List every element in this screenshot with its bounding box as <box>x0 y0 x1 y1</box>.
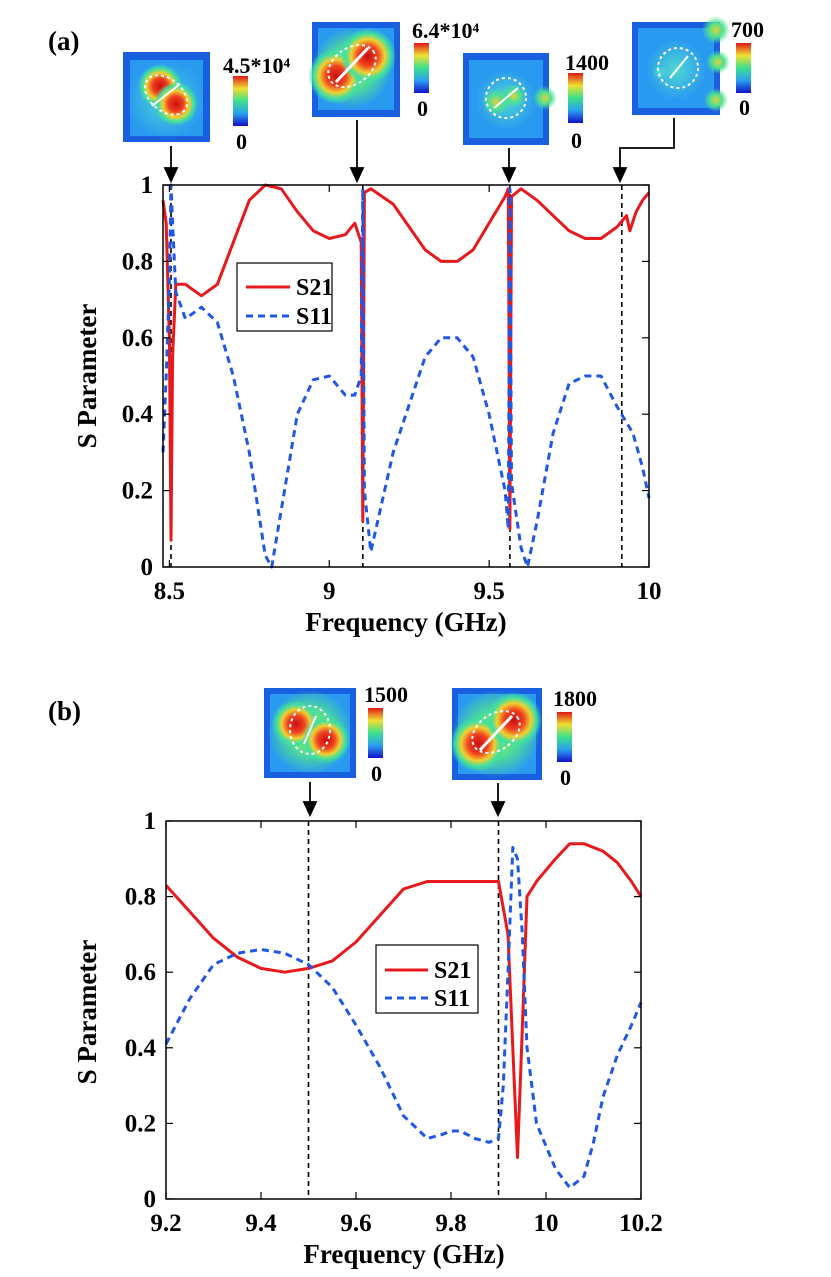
inset-b1 <box>264 688 356 778</box>
inset-a3 <box>463 53 557 145</box>
chart-a-series-s21 <box>161 183 651 542</box>
inset-a1 <box>123 52 210 142</box>
chart-a-ytick-label: 0.2 <box>122 478 153 505</box>
chart-a-xtick-label: 8.5 <box>154 578 185 605</box>
chart-b-series-s11 <box>164 846 643 1190</box>
arrow-b1 <box>302 782 318 818</box>
chart-b-ylabel: S Parameter <box>72 940 102 1085</box>
colorbar-b2-max: 1800 <box>553 686 597 711</box>
chart-a-legend: S21 S11 <box>236 262 333 332</box>
inset-a2 <box>308 22 400 117</box>
chart-a-ticks: 8.5 9 9.5 10 0 0.2 0.4 0.6 0.8 1 <box>122 172 662 605</box>
legend-b-s11-label: S11 <box>434 986 470 1012</box>
chart-b-xtick-label: 10.2 <box>619 1210 663 1237</box>
arrow-a1 <box>163 146 179 184</box>
chart-b-ytick-label: 0 <box>144 1186 157 1213</box>
chart-b-ytick-label: 1 <box>144 808 157 835</box>
chart-b-ytick-label: 0.4 <box>125 1035 157 1062</box>
colorbar-b1 <box>368 708 383 758</box>
chart-b-series-s21 <box>164 842 643 1159</box>
chart-a-markers <box>170 185 623 567</box>
arrow-b2 <box>490 783 506 818</box>
chart-b-xtick-label: 9.4 <box>245 1210 277 1237</box>
colorbar-a4-max: 700 <box>731 17 764 42</box>
inset-b2 <box>450 688 542 780</box>
panel-label-a: (a) <box>48 26 79 56</box>
panel-label-b: (b) <box>48 696 81 726</box>
chart-b-ticks: 9.2 9.4 9.6 9.8 10 10.2 0 0.2 0.4 0.6 0.8 1 <box>125 808 663 1237</box>
colorbar-b2 <box>557 712 572 762</box>
inset-a4 <box>632 16 730 115</box>
chart-b-xtick-label: 9.6 <box>340 1210 371 1237</box>
chart-a-xtick-label: 10 <box>637 578 662 605</box>
colorbar-b1-max: 1500 <box>364 682 408 707</box>
colorbar-a1 <box>233 76 248 126</box>
chart-b-frame <box>165 820 642 1200</box>
colorbar-a2-min: 0 <box>417 96 428 121</box>
chart-b-ytick-label: 0.8 <box>125 884 156 911</box>
colorbar-a1-max: 4.5*10⁴ <box>223 53 291 78</box>
arrow-a3 <box>501 148 517 184</box>
chart-a-ytick-label: 1 <box>141 172 154 199</box>
colorbar-a3 <box>568 73 583 123</box>
chart-a-ytick-label: 0.4 <box>122 401 154 428</box>
chart-a-ylabel: S Parameter <box>72 304 102 449</box>
colorbar-a3-max: 1400 <box>565 50 609 75</box>
chart-a-frame <box>162 184 650 568</box>
chart-b-xtick-label: 10 <box>534 1210 559 1237</box>
chart-b-xtick-label: 9.8 <box>435 1210 466 1237</box>
chart-a-ytick-label: 0 <box>141 554 154 581</box>
chart-b-xtick-label: 9.2 <box>150 1210 181 1237</box>
chart-b-ytick-label: 0.2 <box>125 1110 156 1137</box>
arrow-a4 <box>612 118 675 184</box>
arrow-a2 <box>349 120 365 184</box>
colorbar-a2 <box>414 43 429 93</box>
chart-b: 9.2 9.4 9.6 9.8 10 10.2 0 0.2 0.4 0.6 0.8 1 Frequen… <box>72 808 663 1269</box>
colorbar-a2-max: 6.4*10⁴ <box>412 18 480 43</box>
chart-b-ytick-label: 0.6 <box>125 959 156 986</box>
chart-a-xtick-label: 9 <box>323 578 336 605</box>
colorbar-a3-min: 0 <box>571 128 582 153</box>
chart-a-ytick-label: 0.6 <box>122 325 153 352</box>
chart-a-ytick-label: 0.8 <box>122 248 153 275</box>
colorbar-b2-min: 0 <box>560 765 571 790</box>
inset-arrows <box>163 118 675 818</box>
legend-a-s11-label: S11 <box>296 304 332 330</box>
chart-a-series-s11 <box>161 183 651 569</box>
chart-a-xtick-label: 9.5 <box>474 578 505 605</box>
colorbar-a1-min: 0 <box>236 129 247 154</box>
chart-a-xlabel: Frequency (GHz) <box>305 607 506 637</box>
colorbar-b1-min: 0 <box>371 761 382 786</box>
colorbar-a4 <box>736 43 751 93</box>
chart-b-series <box>164 842 643 1190</box>
chart-b-legend: S21 S11 <box>375 944 479 1014</box>
chart-b-xlabel: Frequency (GHz) <box>303 1239 504 1269</box>
colorbar-a4-min: 0 <box>739 95 750 120</box>
legend-b-s21-label: S21 <box>434 958 471 984</box>
legend-a-s21-label: S21 <box>296 275 333 301</box>
chart-a-series <box>161 183 651 569</box>
